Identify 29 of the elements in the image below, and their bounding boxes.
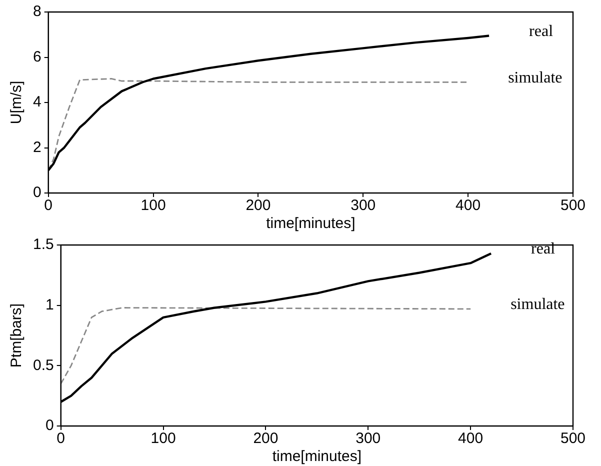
y-tick-label: 0.5: [32, 356, 54, 374]
y-tick-label: 8: [33, 3, 42, 20]
y-tick-label: 1.5: [32, 236, 54, 254]
y-tick-label: 4: [33, 94, 42, 111]
text: simulate: [510, 296, 565, 314]
y-tick-label: 6: [33, 48, 42, 66]
x-tick-label: 400: [456, 197, 481, 214]
y-axis-title: U[m/s]: [8, 80, 26, 124]
x-tick-label: 100: [150, 430, 176, 448]
x-axis-title: time[minutes]: [272, 448, 362, 466]
x-tick-label: 0: [56, 430, 66, 448]
y-tick-label: 0: [46, 417, 54, 434]
y-tick-label: 0: [33, 184, 42, 202]
x-tick-label: 200: [246, 197, 271, 214]
x-tick-label: 100: [140, 197, 166, 214]
line-series: [60, 307, 472, 384]
text: simulate: [508, 69, 562, 86]
x-tick-label: 200: [253, 430, 278, 448]
x-tick-label: 300: [350, 197, 376, 214]
y-axis-title: Ptm[bars]: [8, 303, 26, 368]
x-tick-label: 400: [458, 430, 484, 448]
y-tick-label: 2: [33, 138, 42, 156]
x-tick-label: 500: [560, 430, 586, 448]
x-axis-title: time[minutes]: [266, 215, 356, 232]
text: real: [529, 22, 554, 40]
x-tick-label: 300: [356, 430, 381, 448]
x-tick-label: 500: [560, 197, 586, 214]
text: real: [531, 240, 556, 258]
y-tick-label: 1: [46, 296, 54, 314]
